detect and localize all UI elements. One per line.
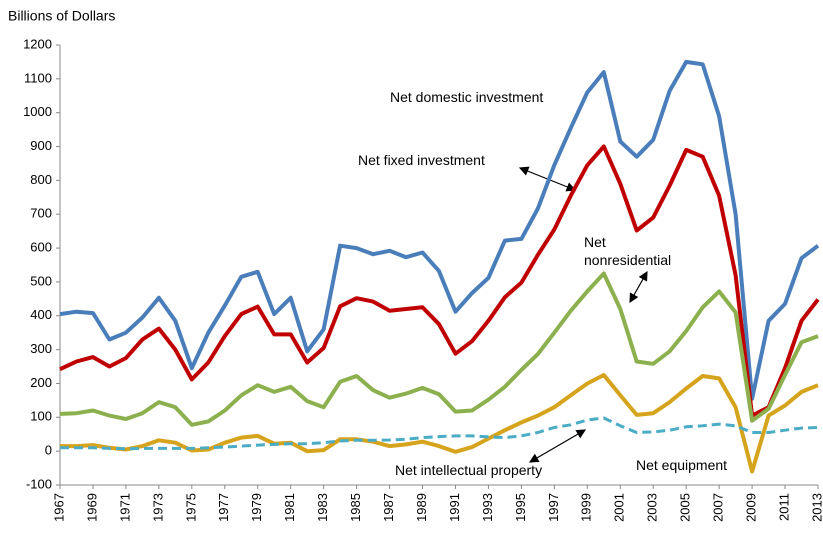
y-tick-label: -100 — [26, 476, 52, 491]
series-label: Net equipment — [636, 457, 728, 473]
x-tick-label: 1983 — [315, 493, 330, 522]
series-line — [59, 271, 819, 427]
y-tick-label: 500 — [30, 273, 52, 288]
x-tick-label: 1975 — [183, 493, 198, 522]
y-tick-label: 900 — [30, 138, 52, 153]
series-label: Net nonresidential — [584, 234, 672, 268]
series-line — [59, 144, 820, 418]
x-tick-label: 1993 — [480, 493, 495, 522]
x-tick-label: 1979 — [249, 493, 264, 522]
y-tick-label: 100 — [30, 409, 52, 424]
x-tick-label: 1971 — [117, 493, 132, 522]
x-tick-label: 1989 — [414, 493, 429, 522]
x-tick-label: 1981 — [282, 493, 297, 522]
y-axis-title: Billions of Dollars — [8, 8, 115, 24]
x-tick-label: 1997 — [546, 493, 561, 522]
y-tick-label: 300 — [30, 341, 52, 356]
y-tick-label: 400 — [30, 307, 52, 322]
arrow — [629, 270, 648, 304]
x-tick-label: 1969 — [84, 493, 99, 522]
x-tick-label: 1987 — [381, 493, 396, 522]
x-tick-label: 1985 — [348, 493, 363, 522]
x-tick-label: 1967 — [51, 493, 66, 522]
x-tick-label: 2005 — [678, 493, 693, 522]
y-tick-label: 200 — [30, 375, 52, 390]
arrow — [528, 429, 587, 463]
x-tick-label: 2013 — [809, 493, 823, 522]
x-tick-label: 1999 — [579, 493, 594, 522]
x-tick-label: 1991 — [447, 493, 462, 522]
x-tick-label: 2007 — [711, 493, 726, 522]
series-label: Net intellectual property — [395, 462, 543, 478]
y-tick-label: 800 — [30, 172, 52, 187]
x-tick-label: 1973 — [150, 493, 165, 522]
x-tick-label: 2009 — [744, 493, 759, 522]
series-label: Net domestic investment — [390, 89, 544, 105]
x-tick-label: 1995 — [513, 493, 528, 522]
x-tick-label: 2011 — [776, 493, 791, 521]
y-tick-label: 700 — [30, 206, 52, 221]
series-line — [59, 59, 820, 401]
y-tick-label: 600 — [30, 240, 52, 255]
y-tick-label: 0 — [45, 443, 52, 458]
y-tick-label: 1200 — [23, 36, 52, 51]
x-tick-label: 2003 — [645, 493, 660, 522]
y-tick-label: 1000 — [23, 104, 52, 119]
x-tick-label: 2001 — [612, 493, 627, 522]
series-line — [60, 416, 819, 451]
x-tick-label: 1977 — [216, 493, 231, 522]
series-label: Net fixed investment — [358, 152, 485, 168]
y-tick-label: 1100 — [24, 70, 52, 85]
